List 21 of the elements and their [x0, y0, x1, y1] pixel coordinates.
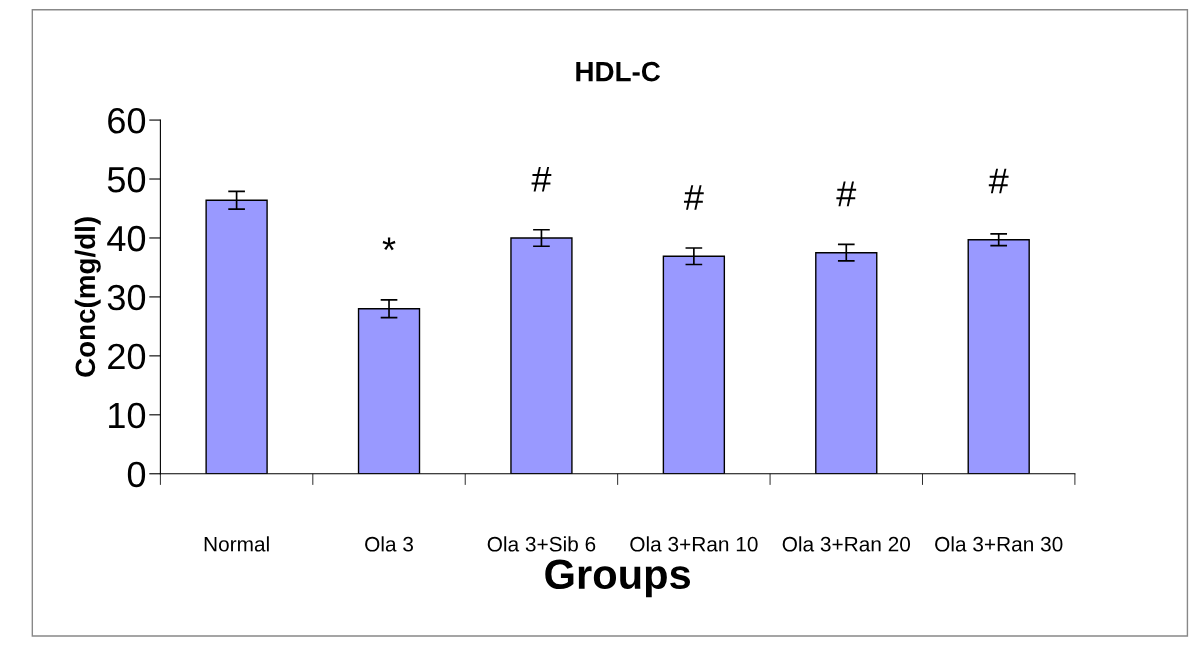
- annotation: *: [382, 237, 396, 251]
- x-tick-label: Ola 3+Sib 6: [487, 536, 596, 552]
- annotation: #: [683, 185, 704, 210]
- y-tick-label: 0: [127, 461, 146, 488]
- y-tick-label: 30: [107, 284, 146, 311]
- y-axis-title: Conc(mg/dl): [74, 217, 101, 377]
- annotation: #: [531, 166, 552, 192]
- y-tick-label: 60: [108, 107, 146, 134]
- y-tick-label: 40: [107, 225, 146, 252]
- x-tick-label: Ola 3: [365, 536, 414, 552]
- x-tick-label: Ola 3+Ran 20: [782, 536, 911, 552]
- y-tick-label: 50: [107, 166, 146, 193]
- x-tick-label: Ola 3+Ran 30: [935, 536, 1063, 552]
- chart-title: HDL-C: [576, 61, 661, 82]
- y-tick-label: 10: [109, 402, 146, 429]
- x-tick-label: Ola 3+Ran 10: [630, 536, 758, 552]
- annotation: #: [988, 168, 1009, 194]
- x-tick-label: Normal: [204, 536, 269, 552]
- annotation: #: [836, 181, 857, 207]
- x-axis-title: Groups: [545, 559, 691, 598]
- y-tick-label: 20: [108, 343, 146, 370]
